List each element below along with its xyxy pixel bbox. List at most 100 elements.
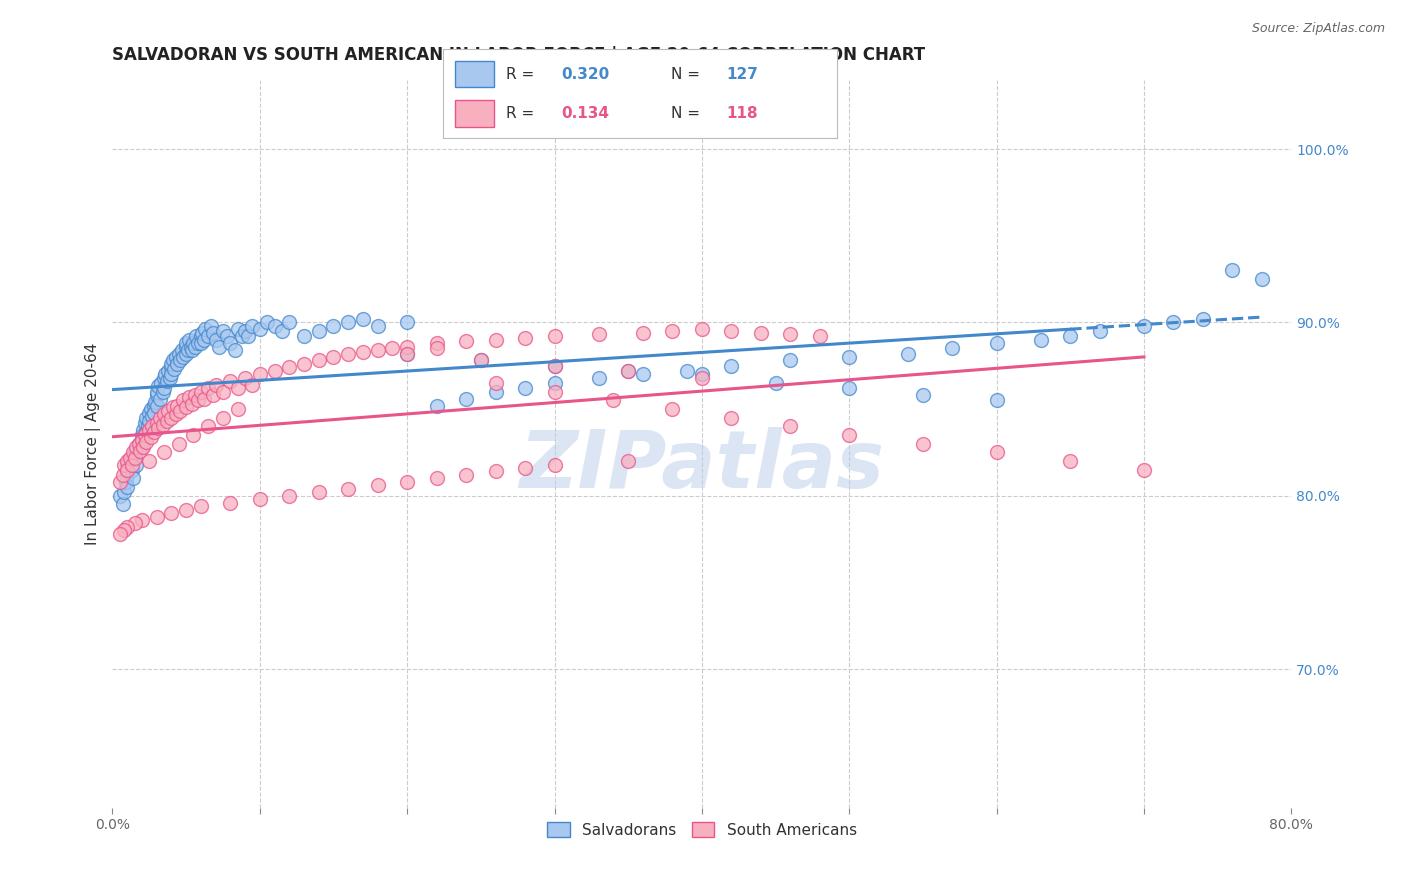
Point — [367, 478, 389, 492]
Point — [337, 346, 360, 360]
Point — [191, 326, 214, 340]
Point — [169, 404, 191, 418]
Point — [986, 393, 1008, 408]
Point — [513, 461, 536, 475]
Point — [112, 485, 135, 500]
Point — [543, 359, 565, 373]
Point — [278, 360, 301, 375]
Point — [454, 392, 477, 406]
Point — [165, 407, 187, 421]
Point — [160, 360, 183, 375]
Point — [125, 458, 148, 472]
Point — [160, 357, 183, 371]
Point — [779, 353, 801, 368]
Point — [911, 388, 934, 402]
Point — [177, 333, 200, 347]
Point — [183, 336, 205, 351]
Text: R =: R = — [506, 67, 538, 81]
Point — [231, 329, 253, 343]
Point — [278, 489, 301, 503]
Point — [142, 425, 165, 439]
Point — [224, 343, 246, 357]
Point — [204, 333, 226, 347]
Point — [153, 445, 176, 459]
Point — [484, 465, 506, 479]
Point — [190, 336, 212, 351]
Point — [141, 409, 163, 423]
Point — [396, 315, 419, 329]
Point — [115, 480, 138, 494]
Point — [145, 509, 167, 524]
Point — [381, 342, 404, 356]
Point — [138, 454, 160, 468]
Point — [263, 318, 285, 333]
Point — [172, 393, 194, 408]
Text: N =: N = — [671, 67, 704, 81]
Point — [1059, 454, 1081, 468]
Point — [135, 434, 157, 449]
Point — [838, 350, 860, 364]
Point — [1163, 315, 1185, 329]
FancyBboxPatch shape — [454, 100, 494, 127]
Point — [617, 364, 640, 378]
Legend: Salvadorans, South Americans: Salvadorans, South Americans — [541, 815, 863, 844]
Point — [1088, 324, 1111, 338]
Point — [270, 324, 292, 338]
Point — [159, 371, 181, 385]
Point — [187, 393, 209, 408]
Point — [484, 384, 506, 399]
Point — [115, 467, 138, 482]
Point — [197, 381, 219, 395]
Point — [170, 343, 193, 357]
Point — [167, 436, 190, 450]
Point — [631, 326, 654, 340]
Point — [121, 463, 143, 477]
Point — [352, 312, 374, 326]
Point — [426, 399, 449, 413]
Point — [115, 458, 138, 472]
Point — [145, 399, 167, 413]
Point — [219, 374, 242, 388]
Point — [111, 497, 134, 511]
Point — [122, 471, 145, 485]
Point — [131, 513, 153, 527]
Point — [352, 344, 374, 359]
Point — [129, 443, 152, 458]
Point — [543, 359, 565, 373]
Point — [112, 458, 135, 472]
Point — [132, 423, 155, 437]
Point — [153, 381, 176, 395]
Point — [897, 346, 920, 360]
Point — [242, 377, 264, 392]
Point — [166, 357, 188, 371]
Point — [174, 502, 197, 516]
Point — [217, 329, 239, 343]
Point — [661, 324, 683, 338]
Point — [396, 346, 419, 360]
Point — [292, 357, 315, 371]
Point — [146, 379, 169, 393]
Point — [426, 342, 449, 356]
Point — [1222, 263, 1244, 277]
Point — [337, 482, 360, 496]
Text: 0.134: 0.134 — [561, 106, 609, 120]
Point — [124, 450, 146, 465]
Point — [139, 402, 162, 417]
Point — [204, 377, 226, 392]
Point — [200, 318, 222, 333]
Point — [132, 440, 155, 454]
Point — [543, 384, 565, 399]
Point — [183, 428, 205, 442]
Point — [661, 402, 683, 417]
Point — [156, 414, 179, 428]
Point — [135, 410, 157, 425]
Y-axis label: In Labor Force | Age 20-64: In Labor Force | Age 20-64 — [86, 343, 101, 545]
Point — [249, 368, 271, 382]
Point — [367, 343, 389, 357]
Point — [197, 329, 219, 343]
Point — [308, 485, 330, 500]
Point — [112, 524, 135, 538]
Point — [125, 440, 148, 454]
Point — [322, 350, 344, 364]
Point — [631, 368, 654, 382]
